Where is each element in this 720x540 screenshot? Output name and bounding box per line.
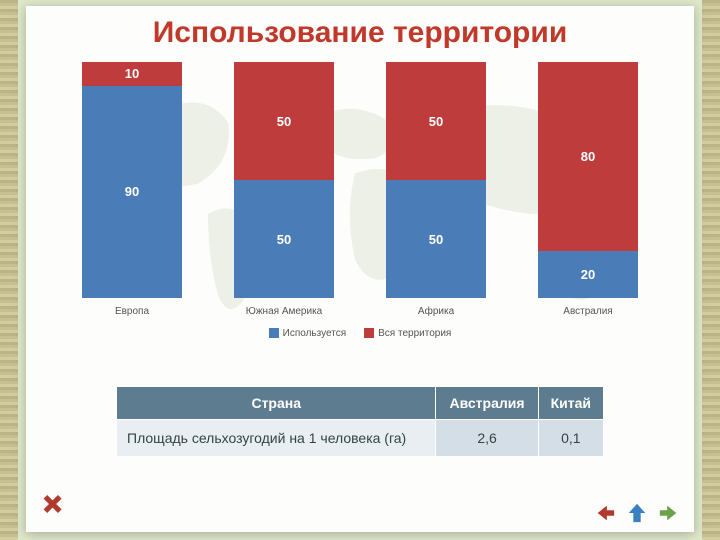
comparison-table: СтранаАвстралияКитай Площадь сельхозугоди… bbox=[116, 386, 604, 457]
slide: Использование территории 901050505050208… bbox=[26, 6, 694, 532]
table-header: Китай bbox=[538, 387, 603, 420]
bar-segment: 10 bbox=[82, 62, 182, 86]
right-edge-texture bbox=[702, 0, 720, 540]
stage: Использование территории 901050505050208… bbox=[0, 0, 720, 540]
nav-back-button[interactable] bbox=[594, 502, 616, 524]
chart-axis-labels: Европа Южная Америка Африка Австралия bbox=[56, 306, 664, 324]
bar-segment: 50 bbox=[386, 62, 486, 180]
close-icon bbox=[40, 493, 64, 517]
legend-item: Используется bbox=[269, 328, 346, 339]
chart: 9010505050502080 ЕвропаЮжная АмерикаАфри… bbox=[56, 62, 664, 352]
bar-3: 2080 bbox=[521, 62, 655, 298]
bar-segment: 50 bbox=[386, 180, 486, 298]
table-header: Страна bbox=[117, 387, 436, 420]
nav-buttons bbox=[594, 502, 680, 524]
left-edge-texture bbox=[0, 0, 18, 540]
page-title: Использование территории bbox=[26, 6, 694, 56]
bar-segment: 50 bbox=[234, 62, 334, 180]
axis-label: Австралия bbox=[521, 306, 655, 324]
axis-label: Африка bbox=[369, 306, 503, 324]
table-row-label: Площадь сельхозугодий на 1 человека (га) bbox=[117, 420, 436, 457]
nav-home-button[interactable] bbox=[626, 502, 648, 524]
close-button[interactable] bbox=[40, 493, 64, 522]
bar-1: 5050 bbox=[217, 62, 351, 298]
legend-swatch bbox=[269, 328, 279, 338]
bar-0: 9010 bbox=[65, 62, 199, 298]
arrow-right-icon bbox=[658, 502, 680, 524]
table-header: Австралия bbox=[436, 387, 538, 420]
nav-fwd-button[interactable] bbox=[658, 502, 680, 524]
bar-segment: 80 bbox=[538, 62, 638, 251]
bar-2: 5050 bbox=[369, 62, 503, 298]
axis-label: Южная Америка bbox=[217, 306, 351, 324]
chart-plot: 9010505050502080 bbox=[56, 62, 664, 298]
bar-segment: 90 bbox=[82, 86, 182, 298]
arrow-left-icon bbox=[594, 502, 616, 524]
legend-item: Вся территория bbox=[364, 328, 451, 339]
table-cell: 2,6 bbox=[436, 420, 538, 457]
arrow-up-icon bbox=[626, 502, 648, 524]
chart-legend: Используется Вся территория bbox=[56, 328, 664, 339]
bar-segment: 50 bbox=[234, 180, 334, 298]
axis-label: Европа bbox=[65, 306, 199, 324]
table-cell: 0,1 bbox=[538, 420, 603, 457]
bar-segment: 20 bbox=[538, 251, 638, 298]
legend-swatch bbox=[364, 328, 374, 338]
